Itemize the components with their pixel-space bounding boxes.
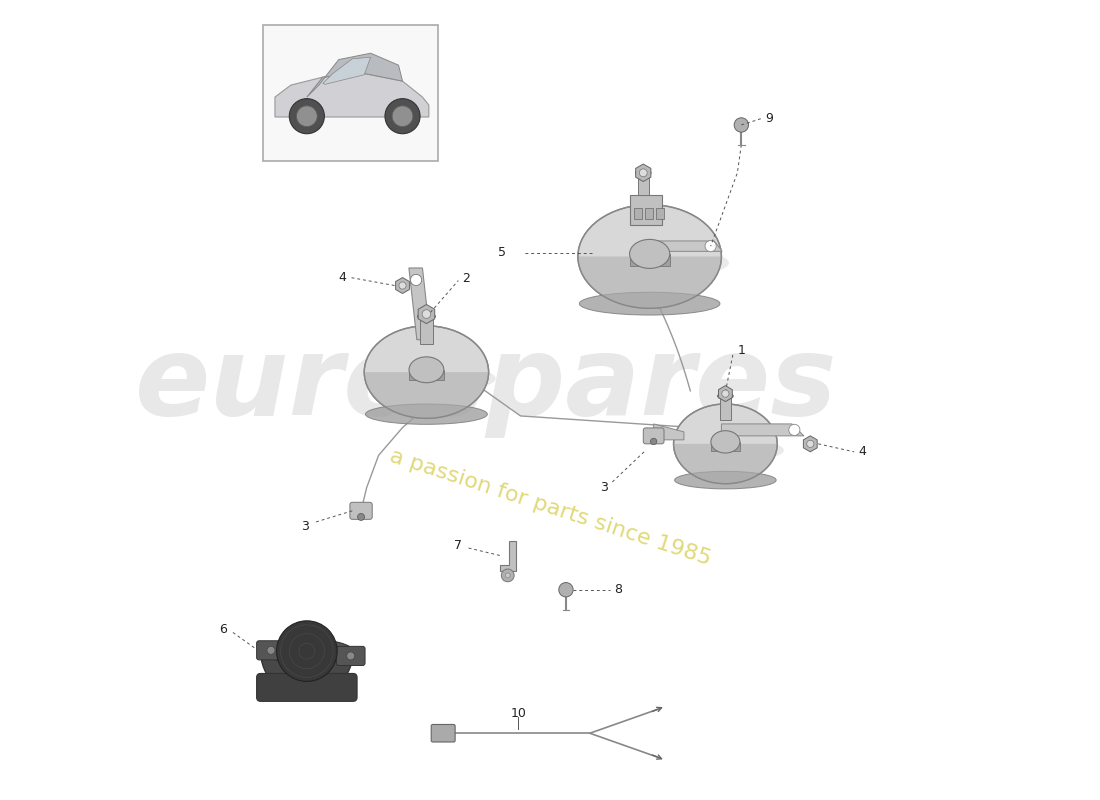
Circle shape (639, 169, 647, 177)
Circle shape (559, 582, 573, 597)
Circle shape (410, 274, 421, 286)
Circle shape (346, 652, 354, 660)
Ellipse shape (717, 393, 734, 399)
Circle shape (722, 390, 729, 398)
Polygon shape (409, 370, 443, 380)
Polygon shape (718, 386, 733, 402)
Circle shape (650, 438, 657, 445)
Text: 3: 3 (301, 520, 309, 534)
Polygon shape (307, 54, 403, 97)
Text: 8: 8 (614, 583, 622, 596)
Ellipse shape (364, 326, 488, 418)
Ellipse shape (261, 639, 353, 663)
Circle shape (789, 424, 800, 435)
Ellipse shape (674, 471, 777, 489)
FancyBboxPatch shape (350, 502, 372, 519)
Text: 3: 3 (601, 481, 608, 494)
Circle shape (289, 98, 324, 134)
Polygon shape (636, 164, 651, 182)
Polygon shape (653, 424, 684, 440)
Polygon shape (275, 73, 429, 117)
FancyBboxPatch shape (431, 725, 455, 742)
Text: 5: 5 (498, 246, 506, 259)
Circle shape (267, 646, 275, 654)
FancyBboxPatch shape (645, 208, 652, 219)
Text: 1: 1 (737, 344, 745, 357)
Polygon shape (722, 424, 804, 436)
Text: 4: 4 (339, 271, 346, 284)
Polygon shape (803, 436, 817, 452)
FancyBboxPatch shape (719, 396, 732, 420)
Polygon shape (578, 257, 722, 308)
Ellipse shape (578, 205, 722, 308)
FancyBboxPatch shape (256, 674, 358, 702)
Polygon shape (629, 195, 661, 226)
Ellipse shape (409, 357, 443, 382)
FancyBboxPatch shape (656, 208, 664, 219)
Circle shape (502, 569, 514, 582)
Circle shape (734, 118, 748, 132)
Polygon shape (418, 305, 434, 324)
Text: 2: 2 (462, 273, 470, 286)
Polygon shape (711, 442, 740, 450)
Text: 6: 6 (219, 623, 227, 636)
FancyBboxPatch shape (256, 641, 285, 660)
Text: 10: 10 (510, 707, 526, 720)
Ellipse shape (365, 404, 487, 424)
Text: a passion for parts since 1985: a passion for parts since 1985 (387, 446, 713, 569)
Ellipse shape (636, 170, 651, 176)
Polygon shape (499, 541, 516, 571)
Polygon shape (396, 278, 409, 294)
Ellipse shape (675, 438, 784, 462)
Circle shape (385, 98, 420, 134)
Ellipse shape (711, 430, 740, 453)
Ellipse shape (579, 247, 729, 278)
Circle shape (297, 106, 317, 126)
Polygon shape (409, 268, 430, 340)
Polygon shape (629, 254, 670, 266)
Text: 7: 7 (454, 539, 462, 552)
Polygon shape (673, 444, 778, 484)
Ellipse shape (629, 239, 670, 269)
FancyBboxPatch shape (634, 208, 641, 219)
Ellipse shape (580, 292, 720, 315)
Ellipse shape (365, 365, 496, 392)
Text: eurospares: eurospares (135, 330, 837, 438)
FancyBboxPatch shape (644, 428, 664, 444)
Wedge shape (261, 651, 353, 698)
Ellipse shape (418, 313, 436, 320)
Circle shape (505, 573, 510, 578)
Text: 4: 4 (858, 446, 866, 458)
Circle shape (422, 310, 431, 318)
Circle shape (806, 440, 814, 447)
Polygon shape (646, 241, 723, 251)
Polygon shape (322, 57, 371, 84)
Circle shape (705, 241, 716, 252)
FancyBboxPatch shape (638, 173, 649, 195)
Polygon shape (364, 372, 488, 418)
Text: 9: 9 (766, 112, 773, 125)
Circle shape (399, 282, 406, 289)
FancyBboxPatch shape (263, 26, 439, 161)
Circle shape (276, 621, 337, 682)
Circle shape (393, 106, 412, 126)
FancyBboxPatch shape (337, 646, 365, 666)
Ellipse shape (673, 404, 778, 484)
FancyBboxPatch shape (420, 317, 432, 344)
Circle shape (358, 514, 364, 521)
